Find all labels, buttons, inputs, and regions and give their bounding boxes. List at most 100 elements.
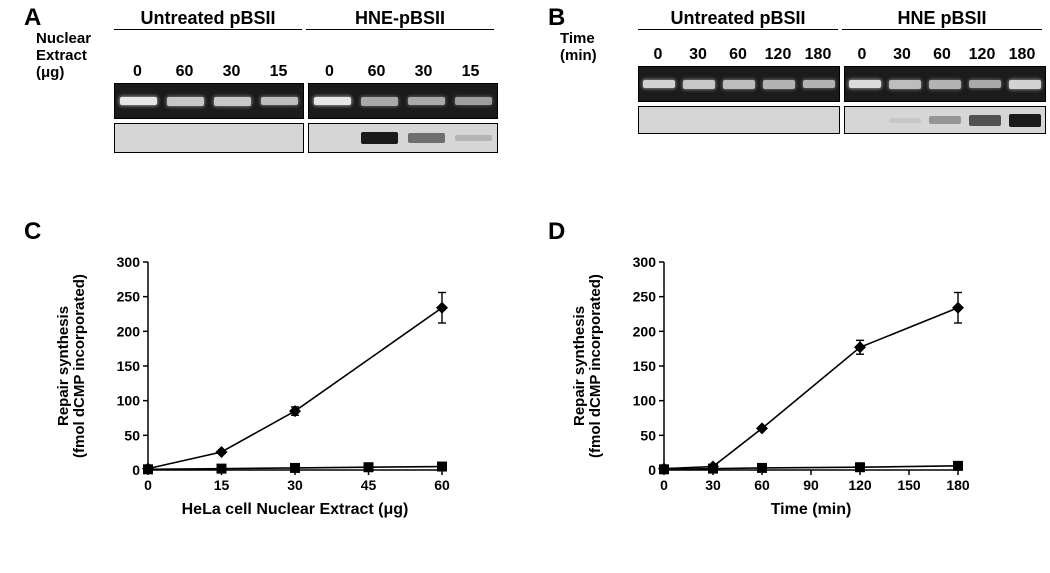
lane-label: 0 bbox=[638, 46, 678, 64]
gel-etbr-row bbox=[638, 66, 840, 102]
lane-label: 30 bbox=[400, 63, 447, 81]
gel-band bbox=[969, 80, 1001, 88]
lane-label: 0 bbox=[842, 46, 882, 64]
svg-text:180: 180 bbox=[946, 477, 970, 493]
gel-band bbox=[120, 97, 158, 105]
svg-text:200: 200 bbox=[117, 323, 141, 339]
gel-band bbox=[408, 133, 446, 143]
svg-text:50: 50 bbox=[640, 427, 656, 443]
gel-band bbox=[261, 97, 299, 105]
gel-lane bbox=[309, 84, 356, 118]
gel-lane bbox=[403, 84, 450, 118]
lane-label: 30 bbox=[678, 46, 718, 64]
gel-band bbox=[929, 80, 961, 89]
gel-lane bbox=[209, 124, 256, 152]
gel-lane bbox=[1005, 107, 1045, 133]
svg-text:0: 0 bbox=[144, 477, 152, 493]
panel-label-d: D bbox=[548, 218, 565, 246]
lane-label: 120 bbox=[758, 46, 798, 64]
gel-lane bbox=[845, 107, 885, 133]
gel-title-hne: HNE pBSII bbox=[842, 8, 1042, 29]
gel-band bbox=[455, 97, 493, 105]
gel-lane bbox=[115, 124, 162, 152]
gel-band bbox=[889, 80, 921, 89]
lane-label: 60 bbox=[922, 46, 962, 64]
gel-autoradiograph-row bbox=[114, 123, 304, 153]
gel-autoradiograph-row bbox=[308, 123, 498, 153]
gel-lane bbox=[1005, 67, 1045, 101]
svg-text:300: 300 bbox=[633, 254, 657, 270]
svg-text:250: 250 bbox=[633, 289, 657, 305]
gel-lane bbox=[356, 84, 403, 118]
gel-band bbox=[683, 80, 715, 89]
svg-text:200: 200 bbox=[633, 323, 657, 339]
lane-label: 180 bbox=[1002, 46, 1042, 64]
svg-text:0: 0 bbox=[660, 477, 668, 493]
lane-label: 60 bbox=[718, 46, 758, 64]
svg-text:15: 15 bbox=[214, 477, 230, 493]
gel-lane bbox=[256, 124, 303, 152]
svg-text:100: 100 bbox=[117, 393, 141, 409]
gel-title-untreated: Untreated pBSII bbox=[114, 8, 302, 29]
gel-band bbox=[763, 80, 795, 89]
chart-ylabel: Repair synthesis(fmol dCMP incorporated) bbox=[572, 262, 604, 470]
svg-text:150: 150 bbox=[897, 477, 921, 493]
gel-band bbox=[1009, 80, 1041, 89]
svg-text:60: 60 bbox=[434, 477, 450, 493]
chart-ylabel: Repair synthesis(fmol dCMP incorporated) bbox=[56, 262, 88, 470]
gel-band bbox=[361, 97, 399, 106]
svg-text:90: 90 bbox=[803, 477, 819, 493]
lane-label: 15 bbox=[447, 63, 494, 81]
svg-text:120: 120 bbox=[848, 477, 872, 493]
gel-lane bbox=[845, 67, 885, 101]
gel-lane bbox=[799, 67, 839, 101]
gel-lane bbox=[965, 107, 1005, 133]
gel-panel-a: Untreated pBSIIHNE-pBSII NuclearExtract (… bbox=[36, 8, 498, 153]
gel-lane bbox=[719, 107, 759, 133]
gel-band bbox=[408, 97, 446, 105]
svg-text:HeLa cell Nuclear Extract (μg): HeLa cell Nuclear Extract (μg) bbox=[182, 501, 409, 518]
lane-label: 180 bbox=[798, 46, 838, 64]
lane-label: 30 bbox=[208, 63, 255, 81]
svg-text:150: 150 bbox=[117, 358, 141, 374]
gel-autoradiograph-row bbox=[638, 106, 840, 134]
gel-lane bbox=[356, 124, 403, 152]
gel-lane bbox=[309, 124, 356, 152]
gel-band bbox=[889, 118, 921, 123]
gel-band bbox=[723, 80, 755, 89]
gel-lane bbox=[885, 67, 925, 101]
gel-band bbox=[969, 115, 1001, 126]
svg-text:60: 60 bbox=[754, 477, 770, 493]
gel-band bbox=[1009, 114, 1041, 127]
gel-lane bbox=[450, 124, 497, 152]
svg-text:0: 0 bbox=[132, 462, 140, 478]
gel-lane bbox=[925, 107, 965, 133]
gel-band bbox=[167, 97, 205, 106]
gel-lane bbox=[115, 84, 162, 118]
gel-etbr-row bbox=[114, 83, 304, 119]
gel-lane bbox=[639, 67, 679, 101]
gel-lane bbox=[885, 107, 925, 133]
panel-label-c: C bbox=[24, 218, 41, 246]
lane-label: 15 bbox=[255, 63, 302, 81]
gel-band bbox=[314, 97, 352, 105]
gel-lane bbox=[759, 107, 799, 133]
svg-text:45: 45 bbox=[361, 477, 377, 493]
lane-label: 30 bbox=[882, 46, 922, 64]
gel-axis-label: NuclearExtract (μg) bbox=[36, 30, 114, 81]
lane-label: 0 bbox=[306, 63, 353, 81]
svg-text:250: 250 bbox=[117, 289, 141, 305]
gel-autoradiograph-row bbox=[844, 106, 1046, 134]
gel-title-hne: HNE-pBSII bbox=[306, 8, 494, 29]
gel-lane bbox=[162, 84, 209, 118]
gel-etbr-row bbox=[308, 83, 498, 119]
gel-panel-b: Untreated pBSIIHNE pBSIITime(min)0306012… bbox=[560, 8, 1046, 134]
gel-lane bbox=[759, 67, 799, 101]
lane-label: 60 bbox=[161, 63, 208, 81]
gel-lane bbox=[639, 107, 679, 133]
gel-title-untreated: Untreated pBSII bbox=[638, 8, 838, 29]
gel-lane bbox=[162, 124, 209, 152]
gel-lane bbox=[256, 84, 303, 118]
gel-band bbox=[214, 97, 252, 106]
gel-band bbox=[643, 80, 675, 88]
